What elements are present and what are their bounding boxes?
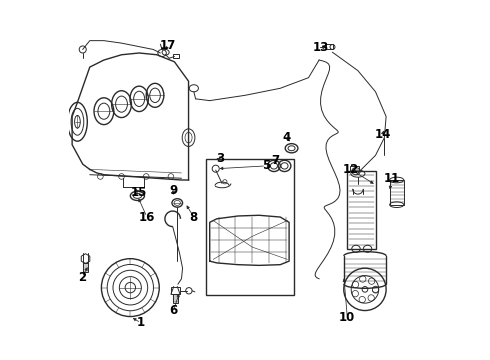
Bar [83,263,88,272]
Bar [347,171,376,249]
Text: 4: 4 [283,131,291,144]
Text: 2: 2 [78,270,86,284]
Text: 5: 5 [262,159,270,172]
Bar [390,180,404,205]
Text: 14: 14 [374,128,391,141]
Text: 7: 7 [271,154,279,167]
Text: 16: 16 [139,211,155,224]
Text: 6: 6 [169,304,177,317]
Text: 9: 9 [170,184,178,197]
Text: 12: 12 [343,163,359,176]
Text: 1: 1 [137,316,145,329]
Text: 17: 17 [160,40,176,53]
Bar [171,287,180,294]
Bar [172,54,179,58]
Text: 11: 11 [383,172,399,185]
Text: 13: 13 [313,41,329,54]
Bar [206,159,294,294]
Bar [173,294,178,303]
Text: 15: 15 [130,186,147,199]
Bar [326,44,333,49]
Text: 3: 3 [216,152,224,165]
Text: 10: 10 [339,311,355,324]
Text: 8: 8 [190,211,198,224]
Bar [350,166,359,171]
